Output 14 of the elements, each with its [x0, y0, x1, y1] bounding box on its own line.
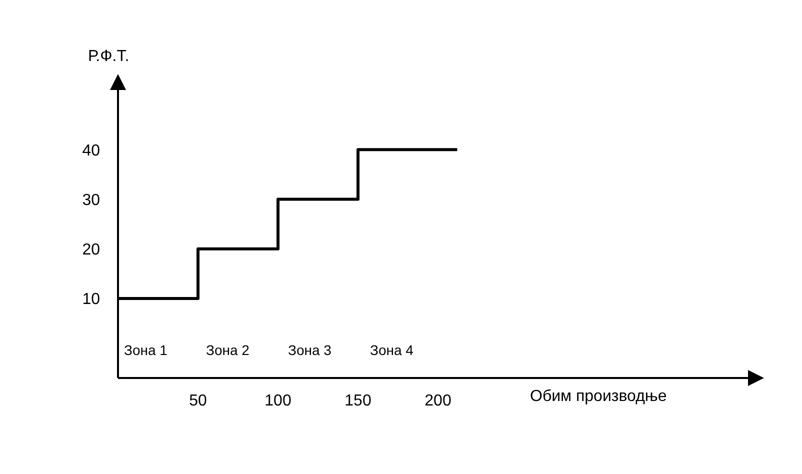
- x-tick-label: 100: [264, 392, 292, 410]
- y-tick-label: 40: [82, 142, 100, 160]
- annotation: Зона 4: [370, 342, 414, 358]
- x-tick-label: 200: [424, 392, 452, 410]
- y-axis-title: Р.Ф.Т.: [88, 48, 130, 66]
- x-axis-title: Обим производње: [530, 388, 667, 406]
- x-tick-label: 50: [189, 392, 207, 410]
- y-tick-label: 30: [82, 192, 100, 209]
- y-tick-label: 20: [82, 242, 100, 259]
- annotation: Зона 1: [124, 342, 168, 358]
- annotation: Зона 2: [206, 342, 250, 358]
- y-tick-label: 10: [82, 291, 100, 308]
- x-tick-label: 150: [344, 392, 372, 410]
- annotation: Зона 3: [288, 342, 332, 358]
